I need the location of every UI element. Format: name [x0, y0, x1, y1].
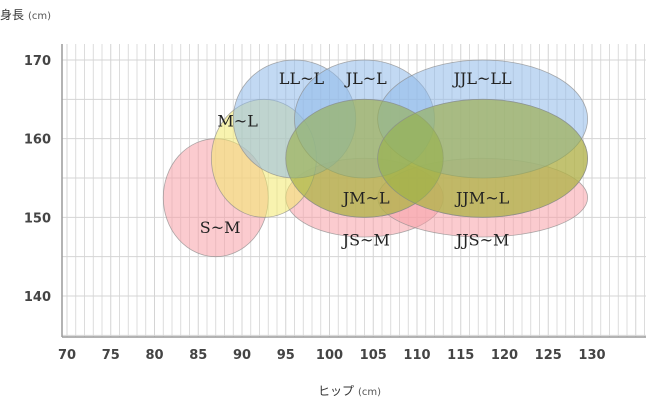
y-axis-title: 身長 (cm) [0, 7, 51, 22]
region-label: M~L [217, 112, 258, 131]
y-tick-labels: 140 150 160 170 [24, 54, 51, 305]
y-tick-label: 160 [24, 133, 51, 148]
x-tick-label: 95 [277, 348, 295, 363]
x-tick-label: 130 [578, 348, 605, 363]
x-tick-label: 105 [360, 348, 387, 363]
region-label: JJM~L [454, 189, 510, 208]
region-label: JM~L [341, 189, 390, 208]
region-label: S~M [200, 218, 241, 237]
x-tick-label: 115 [447, 348, 474, 363]
x-tick-label: 100 [316, 348, 343, 363]
x-tick-label: 110 [403, 348, 430, 363]
region-label: LL~L [279, 69, 325, 88]
x-tick-label: 90 [233, 348, 251, 363]
x-tick-label: 85 [189, 348, 207, 363]
y-tick-label: 170 [24, 54, 51, 69]
x-tick-label: 125 [535, 348, 562, 363]
region-labels: S~M JS~M JJS~M JM~L JJM~L M~L LL~L JL~L JJL~LL [200, 69, 512, 249]
region-label: JJL~LL [452, 69, 512, 88]
x-tick-label: 80 [145, 348, 163, 363]
x-tick-label: 70 [58, 348, 76, 363]
y-tick-label: 150 [24, 211, 51, 226]
x-axis-title: ヒップ (cm) [318, 384, 381, 398]
x-tick-label: 75 [102, 348, 120, 363]
x-tick-label: 120 [491, 348, 518, 363]
x-tick-labels: 70 75 80 85 90 95 100 105 110 115 120 125 130 [58, 348, 606, 363]
region-label: JJS~M [454, 230, 510, 249]
y-tick-label: 140 [24, 290, 51, 305]
region-label: JS~M [341, 230, 390, 249]
axes [61, 44, 646, 338]
size-regions [162, 59, 589, 258]
region-label: JL~L [344, 69, 387, 88]
size-region-overlap-10 [377, 98, 589, 218]
